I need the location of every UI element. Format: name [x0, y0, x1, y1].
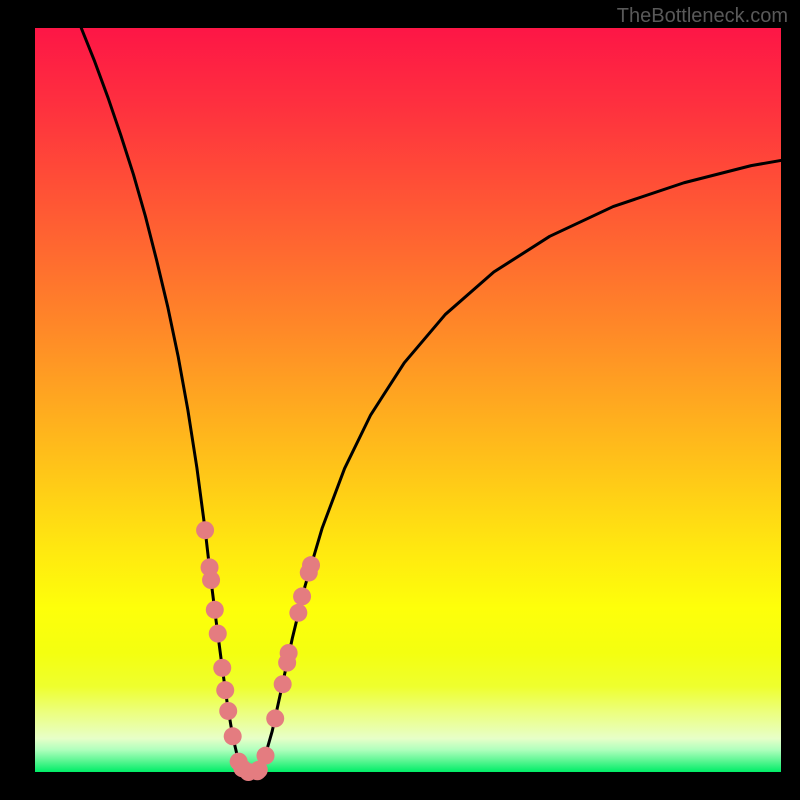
data-marker [209, 625, 227, 643]
data-marker [216, 681, 234, 699]
data-marker [293, 587, 311, 605]
data-marker [257, 747, 275, 765]
plot-background [35, 28, 781, 772]
data-marker [274, 675, 292, 693]
data-marker [213, 659, 231, 677]
data-marker [224, 727, 242, 745]
data-marker [196, 521, 214, 539]
data-marker [302, 556, 320, 574]
data-marker [280, 644, 298, 662]
data-marker [206, 601, 224, 619]
data-marker [266, 709, 284, 727]
data-marker [202, 571, 220, 589]
data-marker [289, 604, 307, 622]
watermark-text: TheBottleneck.com [617, 5, 788, 28]
data-marker [219, 702, 237, 720]
bottleneck-chart [0, 0, 800, 800]
